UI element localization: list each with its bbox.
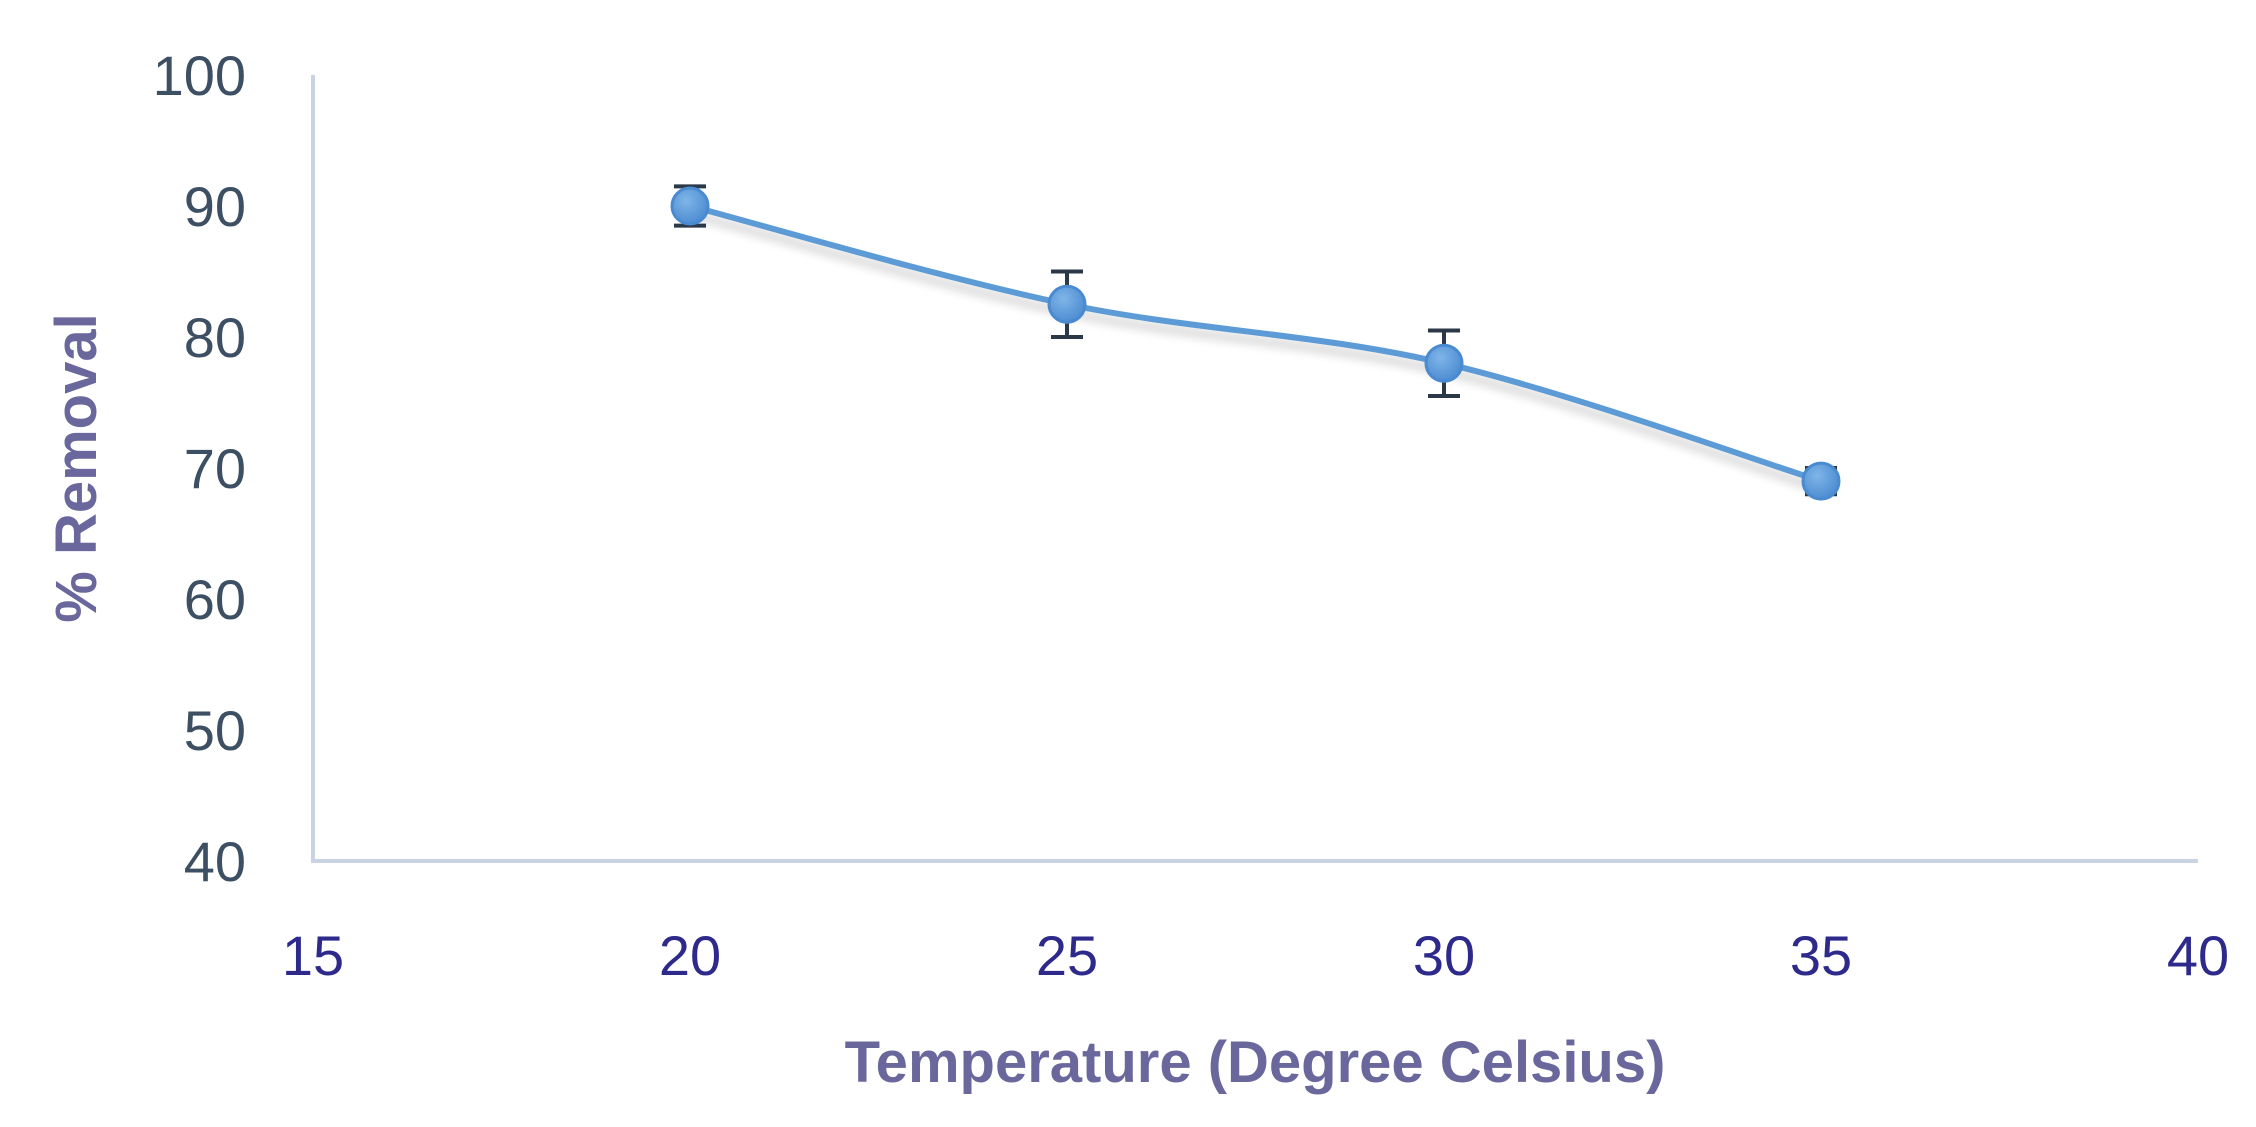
x-tick-label: 25 (1036, 924, 1098, 987)
x-tick-label: 30 (1413, 924, 1475, 987)
y-tick-label: 50 (184, 699, 246, 762)
y-axis-title: % Removal (44, 313, 109, 622)
data-point (1424, 343, 1464, 383)
x-tick-label: 15 (282, 924, 344, 987)
x-tick-labels: 15 20 25 30 35 40 (282, 924, 2229, 987)
y-tick-label: 100 (153, 44, 246, 107)
data-point (670, 186, 710, 226)
points-layer (670, 184, 1841, 501)
series-line (687, 203, 1824, 485)
y-tick-label: 60 (184, 568, 246, 631)
x-tick-label: 20 (659, 924, 721, 987)
data-point (1801, 461, 1841, 501)
y-tick-label: 80 (184, 306, 246, 369)
y-tick-label: 40 (184, 830, 246, 893)
data-point (1047, 284, 1087, 324)
series-layer (687, 203, 1824, 485)
y-tick-label: 90 (184, 175, 246, 238)
y-tick-labels: 40 50 60 70 80 90 100 (153, 44, 246, 893)
y-tick-label: 70 (184, 437, 246, 500)
x-tick-label: 35 (1790, 924, 1852, 987)
x-tick-label: 40 (2167, 924, 2229, 987)
x-axis-title: Temperature (Degree Celsius) (845, 1030, 1666, 1095)
